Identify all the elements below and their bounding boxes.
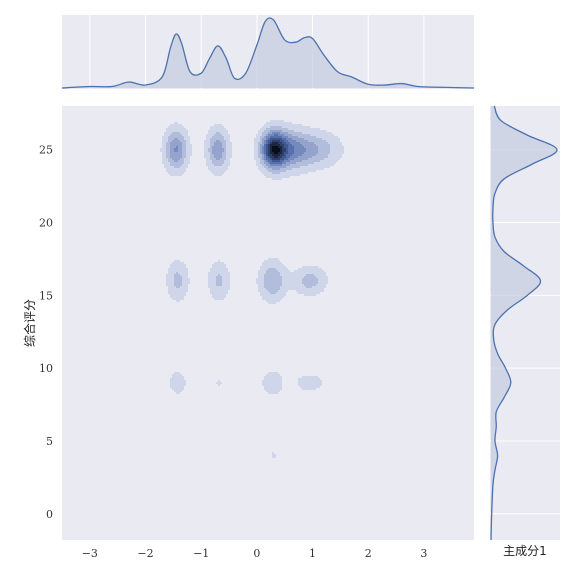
x-tick-label: 2 xyxy=(365,547,372,560)
kde-contour-band xyxy=(268,140,286,160)
kde-contours xyxy=(160,120,344,458)
x-tick-label: 1 xyxy=(309,547,316,560)
x-tick-label: 0 xyxy=(253,547,260,560)
y-tick-label: 0 xyxy=(46,508,53,521)
kde-contour-band xyxy=(166,126,330,294)
y-axis-label: 综合评分 xyxy=(22,299,37,347)
joint-panel-background xyxy=(62,106,474,540)
x-tick-label: −2 xyxy=(137,547,153,560)
y-tick-label: 15 xyxy=(39,289,53,302)
x-tick-label: −3 xyxy=(82,547,98,560)
right-marginal-density-line xyxy=(490,105,558,541)
right-marginal-density-fill xyxy=(491,106,558,540)
y-tick-label: 20 xyxy=(39,217,53,230)
y-tick-label: 5 xyxy=(46,435,53,448)
y-tick-label: 25 xyxy=(39,144,53,157)
kde-contour-band xyxy=(264,134,294,164)
top-marginal-panel xyxy=(61,15,475,89)
top-marginal-density-fill xyxy=(62,17,474,88)
kde-contour-band xyxy=(160,120,344,458)
y-tick-label: 10 xyxy=(39,362,53,375)
y-axis-ticks: 0 5 10 15 20 25 xyxy=(39,144,53,521)
right-marginal-panel xyxy=(490,105,560,541)
top-marginal-grid xyxy=(89,15,425,89)
kde-contour-band xyxy=(272,146,280,154)
x-tick-label: −1 xyxy=(193,547,209,560)
x-tick-label: 3 xyxy=(420,547,427,560)
joint-kde-panel xyxy=(62,106,474,540)
x-axis-ticks: −3 −2 −1 0 1 2 3 xyxy=(82,547,428,560)
x-axis-label: 主成分1 xyxy=(503,544,547,558)
top-marginal-density-line xyxy=(61,17,475,89)
